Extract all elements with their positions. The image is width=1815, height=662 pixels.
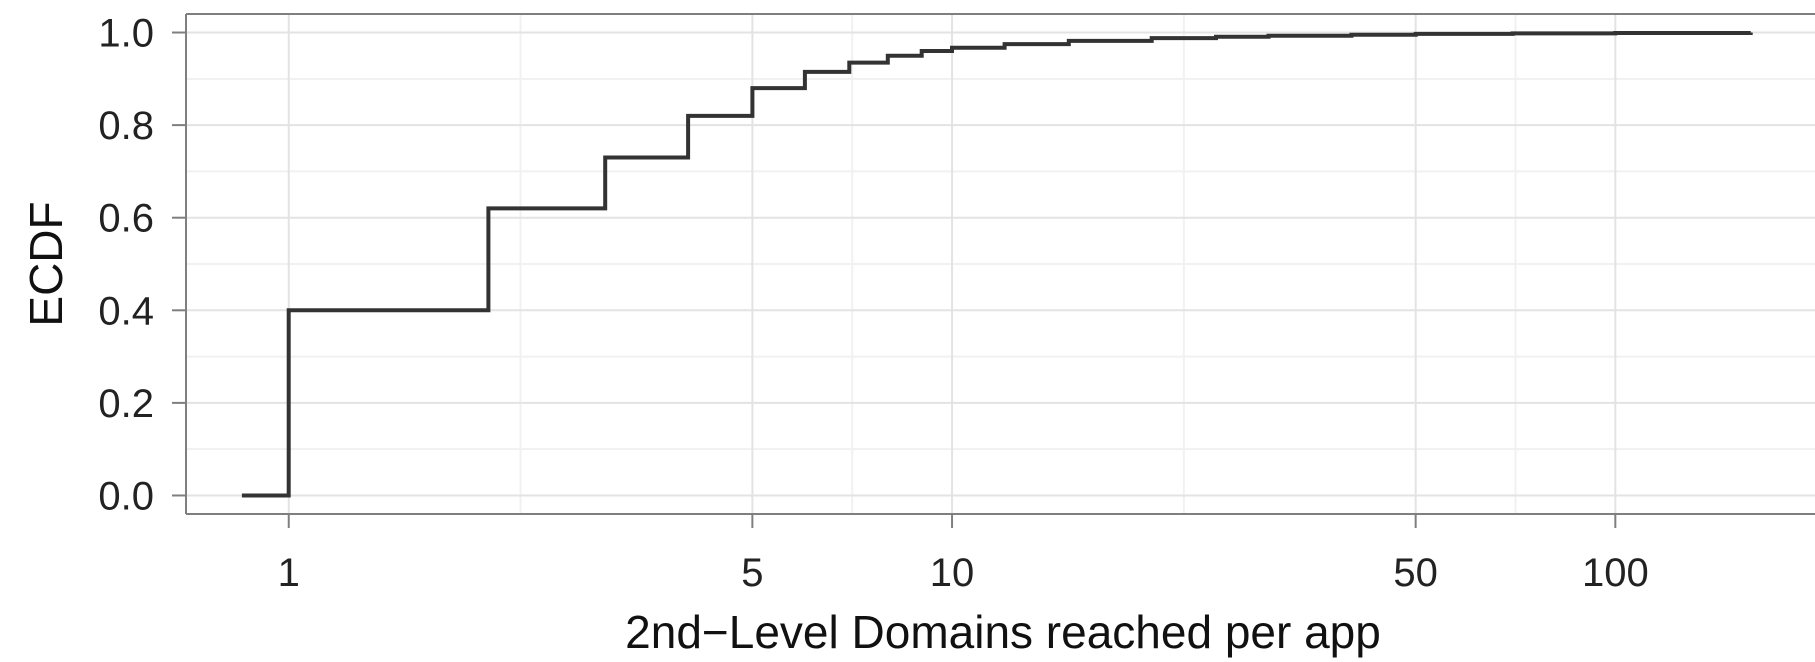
series-layer [241,31,1753,498]
grid-lines [186,14,1815,514]
y-tick-label: 0.4 [98,289,154,333]
x-tick-label: 50 [1393,551,1438,595]
y-tick-label: 0.2 [98,382,154,426]
x-tick-label: 10 [930,551,975,595]
x-tick-label: 100 [1582,551,1649,595]
x-tick-label: 1 [278,551,300,595]
x-tick-label: 5 [741,551,763,595]
y-tick-label: 0.6 [98,197,154,241]
ecdf-step-line [241,31,1753,498]
y-tick-label: 0.8 [98,104,154,148]
y-tick-label: 0.0 [98,474,154,518]
x-axis: 1 5 10 50 100 [278,514,1649,595]
y-axis-title: ECDF [20,201,72,326]
x-axis-title: 2nd−Level Domains reached per app [625,606,1381,658]
y-axis: 0.0 0.2 0.4 0.6 0.8 1.0 [98,12,186,518]
y-tick-label: 1.0 [98,12,154,56]
